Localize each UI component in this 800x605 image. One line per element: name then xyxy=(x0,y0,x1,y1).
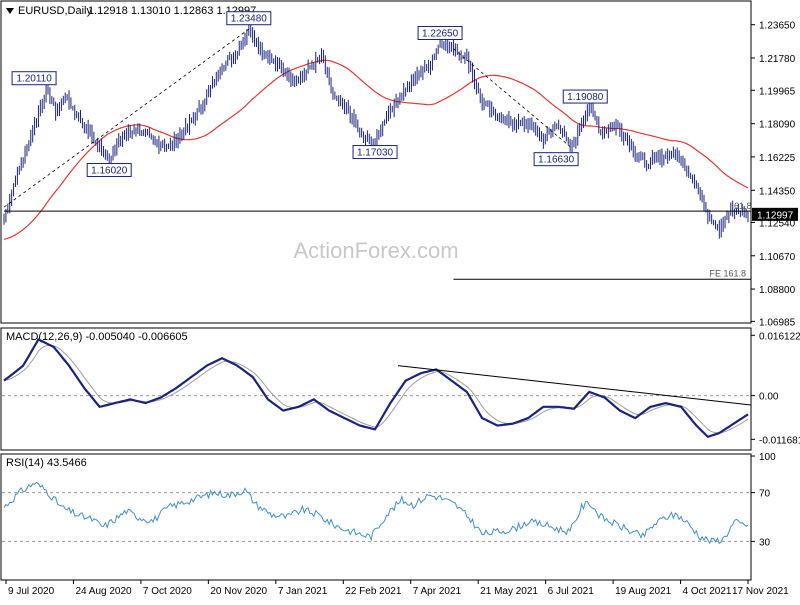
price-annotation: 1.23480 xyxy=(231,14,268,25)
price-axis-label: 1.06985 xyxy=(759,317,796,328)
price-axis-label: 1.12540 xyxy=(759,218,796,229)
trend-line xyxy=(3,28,250,208)
level-line-label: FE 161.8 xyxy=(709,268,746,278)
price-annotation-box xyxy=(562,89,608,104)
price-axis-label: 1.18090 xyxy=(759,120,796,131)
price-annotation: 1.16020 xyxy=(91,166,128,177)
price-panel xyxy=(0,0,752,324)
price-annotation: 1.16630 xyxy=(538,155,575,166)
macd-axis: 0.016122 0.00 -0.011681 xyxy=(751,331,800,446)
macd-layer xyxy=(2,338,752,439)
symbol-title: EURUSD,Daily xyxy=(18,5,92,17)
rsi-layer xyxy=(2,481,750,545)
rsi-panel xyxy=(0,453,752,581)
price-axis-label: 1.23650 xyxy=(759,21,796,32)
price-axis-label: 1.14350 xyxy=(759,186,796,197)
price-annotation-box xyxy=(86,163,132,178)
current-price-label: 1.12997 xyxy=(757,210,794,221)
price-annotation: 1.20110 xyxy=(16,74,52,85)
rsi-axis-label: 30 xyxy=(759,537,771,548)
macd-trend-line xyxy=(397,365,752,406)
macd-axis-label: 0.016122 xyxy=(759,331,800,342)
macd-panel xyxy=(0,327,752,451)
time-axis-label: 7 Apr 2021 xyxy=(413,586,462,597)
macd-title: MACD(12,26,9) -0.005040 -0.006605 xyxy=(6,331,188,343)
rsi-axis: 100 70 30 xyxy=(751,452,776,548)
time-axis-label: 4 Oct 2021 xyxy=(683,586,732,597)
level-line-label: 61.8 xyxy=(734,201,752,211)
price-annotation-box xyxy=(352,145,398,160)
collapse-arrow-icon[interactable] xyxy=(6,8,14,14)
macd-line xyxy=(3,338,749,439)
rsi-axis-label: 100 xyxy=(759,452,776,463)
time-axis: 9 Jul 2020 24 Aug 2020 7 Oct 2020 20 Nov 20… xyxy=(5,580,789,597)
price-annotation: 1.19080 xyxy=(567,92,604,103)
ohlc-readout: 1.12918 1.13010 1.12863 1.12997 xyxy=(88,5,256,17)
rsi-line xyxy=(3,481,749,545)
price-axis: 1.23650 1.21780 1.19965 1.18090 1.16225 1.143… xyxy=(751,21,798,328)
watermark: ActionForex.com xyxy=(293,238,458,263)
current-price-box xyxy=(752,207,798,221)
price-overlay-layer: 61.8 FE 161.8 1.20110 1.16020 1.23480 1.17030… xyxy=(3,11,752,280)
macd-axis-label: -0.011681 xyxy=(759,435,800,446)
price-annotation: 1.22650 xyxy=(422,28,459,39)
time-axis-label: 21 May 2021 xyxy=(480,586,538,597)
time-axis-label: 7 Jan 2021 xyxy=(278,586,328,597)
price-axis-label: 1.10670 xyxy=(759,252,796,263)
time-axis-label: 7 Oct 2020 xyxy=(143,586,192,597)
price-axis-label: 1.19965 xyxy=(759,86,796,97)
price-annotation-box xyxy=(11,71,57,86)
price-bars-layer xyxy=(3,21,749,239)
time-axis-label: 22 Feb 2021 xyxy=(345,586,402,597)
rsi-axis-label: 70 xyxy=(759,489,771,500)
macd-axis-label: 0.00 xyxy=(759,392,779,403)
price-annotation-box xyxy=(226,11,272,26)
price-annotation-box xyxy=(533,152,579,167)
time-axis-label: 24 Aug 2020 xyxy=(75,586,132,597)
time-axis-label: 6 Jul 2021 xyxy=(548,586,595,597)
price-annotation: 1.17030 xyxy=(357,148,394,159)
time-axis-label: 9 Jul 2020 xyxy=(8,586,55,597)
time-axis-label: 17 Nov 2021 xyxy=(732,586,789,597)
price-axis-label: 1.21780 xyxy=(759,54,796,65)
price-annotation-box xyxy=(417,25,463,40)
rsi-title: RSI(14) 43.5466 xyxy=(6,457,87,469)
price-axis-label: 1.08800 xyxy=(759,285,796,296)
trend-line xyxy=(453,48,571,147)
time-axis-label: 20 Nov 2020 xyxy=(210,586,267,597)
time-axis-label: 19 Aug 2021 xyxy=(615,586,672,597)
price-axis-label: 1.16225 xyxy=(759,153,796,164)
